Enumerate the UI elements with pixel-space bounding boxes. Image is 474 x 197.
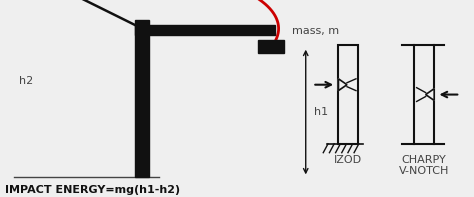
- Text: IMPACT ENERGY=mg(h1-h2): IMPACT ENERGY=mg(h1-h2): [5, 185, 180, 195]
- Bar: [338, 45, 358, 144]
- Bar: [135, 20, 149, 177]
- Polygon shape: [338, 79, 347, 91]
- Text: IZOD: IZOD: [334, 155, 363, 165]
- Text: h1: h1: [314, 107, 328, 117]
- Bar: [414, 45, 434, 144]
- Text: mass, m: mass, m: [292, 26, 338, 36]
- Polygon shape: [426, 89, 434, 100]
- Text: h2: h2: [19, 76, 33, 86]
- Bar: [258, 40, 284, 53]
- Text: CHARPY
V-NOTCH: CHARPY V-NOTCH: [399, 155, 449, 176]
- Bar: [135, 25, 275, 35]
